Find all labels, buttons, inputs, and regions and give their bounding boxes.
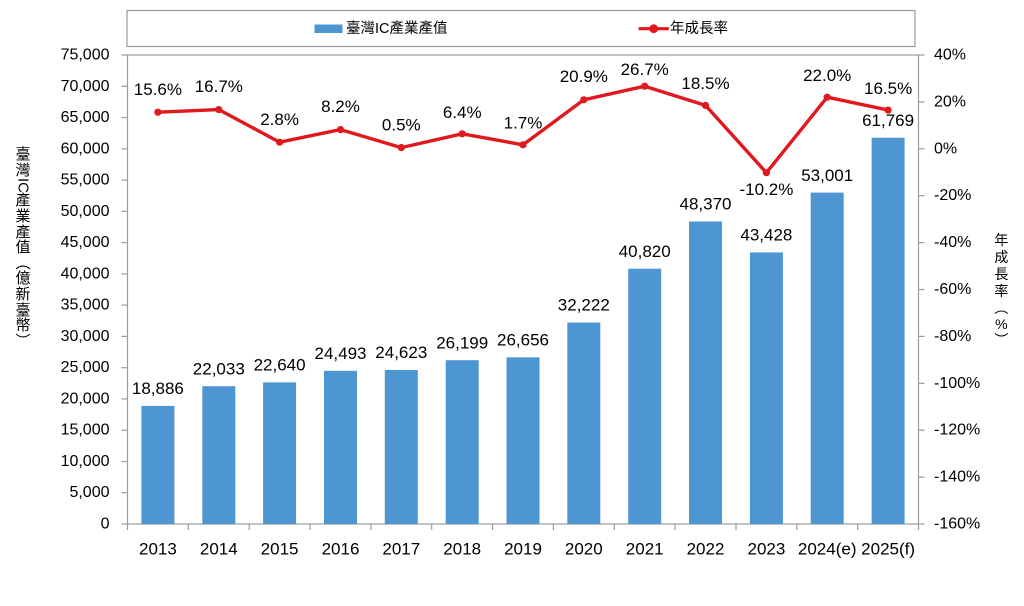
svg-text:5,000: 5,000 — [69, 484, 109, 501]
svg-text:0: 0 — [101, 516, 110, 533]
svg-text:-20%: -20% — [934, 187, 971, 204]
svg-text:20.9%: 20.9% — [560, 67, 608, 86]
svg-text:2017: 2017 — [382, 540, 420, 559]
svg-text:2021: 2021 — [626, 540, 664, 559]
svg-text:16.5%: 16.5% — [864, 79, 912, 98]
svg-text:15.6%: 15.6% — [134, 80, 182, 99]
svg-text:40,820: 40,820 — [619, 242, 671, 261]
svg-text:2020: 2020 — [565, 540, 603, 559]
svg-text:24,493: 24,493 — [315, 344, 367, 363]
svg-text:70,000: 70,000 — [61, 78, 110, 95]
svg-text:-80%: -80% — [934, 328, 971, 345]
svg-text:16.7%: 16.7% — [195, 77, 243, 96]
svg-text:24,623: 24,623 — [375, 343, 427, 362]
svg-text:-160%: -160% — [934, 516, 980, 533]
svg-text:60,000: 60,000 — [61, 140, 110, 157]
svg-text:40%: 40% — [934, 47, 966, 64]
svg-text:30,000: 30,000 — [61, 328, 110, 345]
svg-text:年成長率: 年成長率 — [670, 20, 728, 37]
svg-text:22,033: 22,033 — [193, 359, 245, 378]
svg-text:32,222: 32,222 — [558, 296, 610, 315]
svg-text:臺灣IC產業產值: 臺灣IC產業產值 — [346, 20, 448, 37]
svg-text:35,000: 35,000 — [61, 297, 110, 314]
svg-text:50,000: 50,000 — [61, 203, 110, 220]
svg-text:1.7%: 1.7% — [504, 113, 543, 132]
svg-text:2014: 2014 — [200, 540, 238, 559]
svg-text:0.5%: 0.5% — [382, 116, 421, 135]
svg-text:2013: 2013 — [139, 540, 177, 559]
svg-text:26,656: 26,656 — [497, 331, 549, 350]
svg-text:2.8%: 2.8% — [260, 110, 299, 129]
svg-text:65,000: 65,000 — [61, 109, 110, 126]
svg-text:-120%: -120% — [934, 422, 980, 439]
svg-text:-140%: -140% — [934, 469, 980, 486]
svg-text:2015: 2015 — [261, 540, 299, 559]
svg-text:-100%: -100% — [934, 375, 980, 392]
svg-text:-60%: -60% — [934, 281, 971, 298]
svg-text:25,000: 25,000 — [61, 359, 110, 376]
svg-text:2023: 2023 — [747, 540, 785, 559]
svg-text:2025(f): 2025(f) — [861, 540, 915, 559]
svg-text:-10.2%: -10.2% — [739, 180, 793, 199]
svg-text:43,428: 43,428 — [740, 226, 792, 245]
svg-text:26,199: 26,199 — [436, 333, 488, 352]
svg-text:2018: 2018 — [443, 540, 481, 559]
svg-text:-40%: -40% — [934, 234, 971, 251]
svg-text:2022: 2022 — [687, 540, 725, 559]
svg-text:22.0%: 22.0% — [803, 66, 851, 85]
svg-text:2024(e): 2024(e) — [798, 540, 857, 559]
svg-text:26.7%: 26.7% — [621, 60, 669, 79]
svg-text:10,000: 10,000 — [61, 453, 110, 470]
svg-text:61,769: 61,769 — [862, 111, 914, 130]
svg-text:18.5%: 18.5% — [681, 74, 729, 93]
svg-text:48,370: 48,370 — [680, 195, 732, 214]
svg-text:45,000: 45,000 — [61, 234, 110, 251]
svg-text:75,000: 75,000 — [61, 47, 110, 64]
svg-text:20%: 20% — [934, 93, 966, 110]
svg-text:0%: 0% — [934, 140, 957, 157]
svg-text:2019: 2019 — [504, 540, 542, 559]
svg-text:53,001: 53,001 — [801, 166, 853, 185]
svg-text:18,886: 18,886 — [132, 379, 184, 398]
svg-text:55,000: 55,000 — [61, 172, 110, 189]
svg-text:22,640: 22,640 — [254, 356, 306, 375]
svg-text:20,000: 20,000 — [61, 390, 110, 407]
svg-text:2016: 2016 — [322, 540, 360, 559]
svg-text:8.2%: 8.2% — [321, 97, 360, 116]
svg-text:6.4%: 6.4% — [443, 103, 482, 122]
svg-text:40,000: 40,000 — [61, 265, 110, 282]
svg-text:15,000: 15,000 — [61, 422, 110, 439]
